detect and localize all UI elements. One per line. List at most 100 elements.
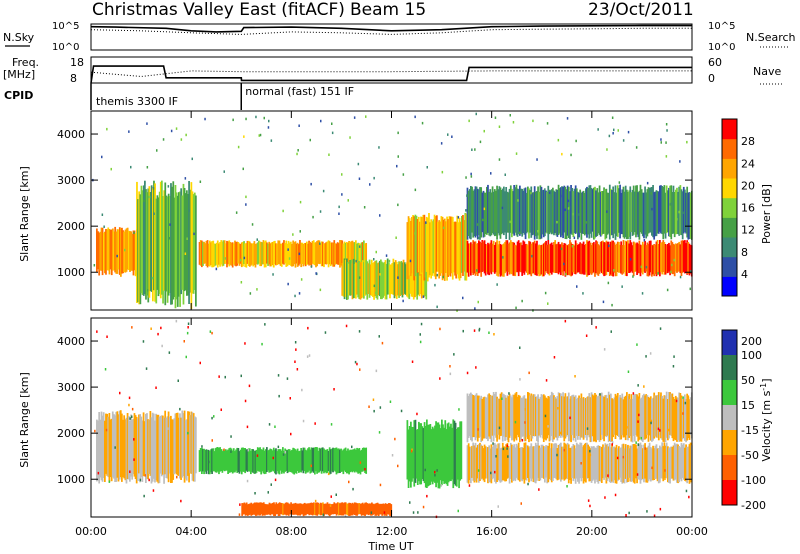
echo-cell <box>357 503 360 515</box>
echo-speck <box>312 215 314 219</box>
echo-cell <box>349 449 352 473</box>
echo-speck <box>637 443 640 446</box>
echo-cell <box>213 451 216 472</box>
echo-cell <box>483 240 486 274</box>
echo-speck <box>292 233 294 236</box>
echo-cell <box>571 446 574 479</box>
echo-cell <box>566 245 569 276</box>
echo-cell <box>104 231 106 274</box>
echo-cell <box>640 444 643 481</box>
echo-cell <box>676 243 678 273</box>
echo-cell <box>232 448 235 473</box>
echo-cell <box>655 444 658 479</box>
echo-cell <box>646 189 649 237</box>
echo-cell <box>173 418 176 475</box>
echo-speck <box>627 370 630 373</box>
echo-cell <box>545 397 547 441</box>
echo-cell <box>352 258 355 299</box>
echo-cell <box>649 240 652 273</box>
echo-cell <box>130 231 133 271</box>
echo-cell <box>676 187 678 234</box>
echo-cell <box>189 415 192 474</box>
echo-cell <box>533 394 536 437</box>
echo-cell <box>586 186 588 238</box>
echo-cell <box>341 502 344 516</box>
echo-cell <box>483 192 486 237</box>
echo-cell <box>212 448 215 472</box>
echo-cell <box>553 242 555 273</box>
echo-cell <box>426 217 429 282</box>
echo-cell <box>554 443 557 479</box>
echo-speck <box>506 447 508 450</box>
plot-title: Christmas Valley East (fitACF) <box>92 0 345 20</box>
echo-cell <box>553 395 555 440</box>
echo-speck <box>139 478 142 482</box>
echo-cell <box>600 446 603 483</box>
echo-cell <box>315 502 317 516</box>
noise-left-tick-bottom: 10^0 <box>52 42 79 53</box>
echo-speck <box>331 122 333 125</box>
echo-cell <box>98 232 101 276</box>
echo-cell <box>209 240 211 267</box>
echo-cell <box>557 241 560 275</box>
echo-cell <box>209 451 211 475</box>
echo-cell <box>377 262 380 296</box>
echo-cell <box>583 398 586 438</box>
echo-cell <box>550 189 553 235</box>
echo-cell <box>224 449 227 471</box>
echo-cell <box>611 190 613 235</box>
echo-cell <box>495 242 497 273</box>
echo-cell <box>669 185 671 237</box>
echo-cell <box>193 416 196 482</box>
echo-cell <box>269 503 272 516</box>
echo-cell <box>638 240 641 274</box>
echo-cell <box>631 245 634 273</box>
echo-cell <box>331 504 333 515</box>
power-ylabel: Slant Range [km] <box>18 166 31 262</box>
echo-speck <box>175 319 178 323</box>
echo-speck <box>673 258 675 262</box>
echo-cell <box>285 449 288 471</box>
echo-cell <box>335 447 338 475</box>
echo-cell <box>267 450 269 471</box>
echo-cell <box>656 240 659 275</box>
echo-speck <box>421 121 424 125</box>
power-colorbar-swatch <box>722 197 737 218</box>
echo-cell <box>489 189 492 237</box>
echo-cell <box>381 261 383 300</box>
velocity-colorbar-frame <box>721 329 738 506</box>
echo-cell <box>529 446 531 479</box>
echo-cell <box>302 447 305 474</box>
echo-cell <box>315 242 317 268</box>
echo-cell <box>610 393 612 443</box>
echo-cell <box>253 502 256 515</box>
echo-cell <box>361 260 364 298</box>
echo-speck <box>355 259 357 263</box>
echo-cell <box>540 186 543 239</box>
echo-cell <box>201 447 203 474</box>
echo-cell <box>590 392 593 442</box>
echo-speck <box>378 431 381 434</box>
echo-cell <box>508 188 511 240</box>
echo-speck <box>143 199 145 203</box>
echo-speck <box>494 470 496 474</box>
echo-speck <box>614 493 617 497</box>
echo-cell <box>383 262 386 296</box>
echo-cell <box>339 503 341 515</box>
echo-cell <box>181 195 184 290</box>
echo-cell <box>593 446 595 480</box>
echo-cell <box>425 264 428 300</box>
echo-speck <box>379 273 381 276</box>
echo-speck <box>185 133 187 137</box>
echo-cell <box>659 395 661 436</box>
echo-cell <box>474 394 477 441</box>
echo-cell <box>363 262 365 299</box>
echo-cell <box>171 419 173 483</box>
echo-cell <box>419 221 421 276</box>
echo-cell <box>552 393 554 442</box>
echo-cell <box>279 243 282 266</box>
echo-speck <box>244 399 247 403</box>
echo-cell <box>616 185 619 237</box>
echo-cell <box>222 240 225 266</box>
echo-cell <box>545 445 547 478</box>
